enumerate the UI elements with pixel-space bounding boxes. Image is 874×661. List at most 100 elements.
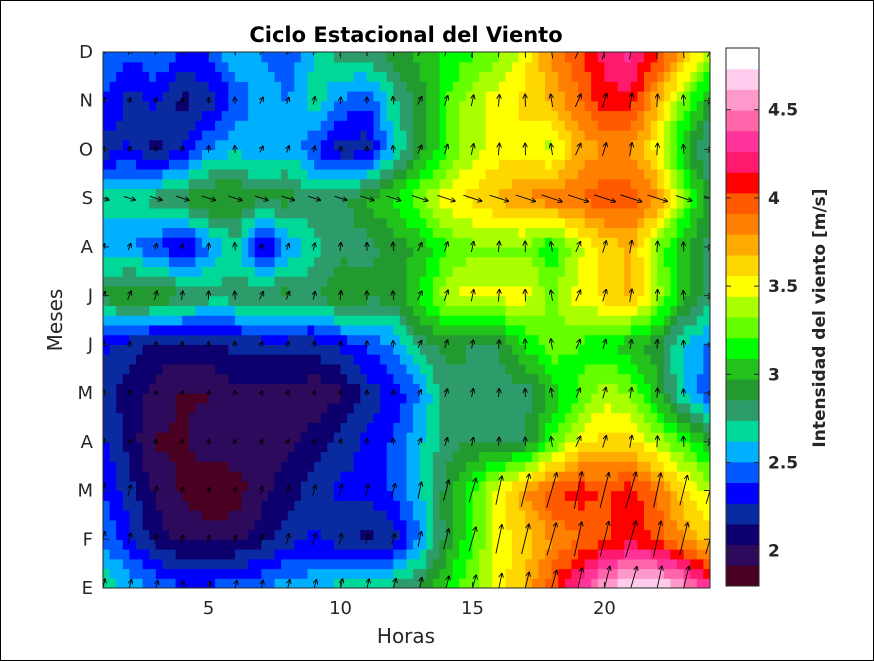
heatmap-cell (122, 354, 130, 365)
heatmap-cell (413, 129, 421, 141)
heatmap-cell (637, 373, 645, 384)
heatmap-cell (168, 129, 177, 141)
heatmap-cell (696, 139, 704, 151)
heatmap-cell (234, 510, 243, 521)
heatmap-cell (663, 168, 672, 180)
heatmap-cell (182, 578, 190, 588)
heatmap-cell (406, 149, 414, 160)
heatmap-cell (201, 52, 210, 63)
heatmap-cell (564, 276, 573, 287)
heatmap-cell (452, 276, 460, 287)
heatmap-cell (657, 558, 665, 570)
heatmap-cell (406, 578, 414, 588)
heatmap-cell (439, 558, 447, 570)
heatmap-cell (109, 568, 117, 579)
heatmap-cell (188, 81, 196, 92)
heatmap-cell (617, 519, 625, 531)
heatmap-cell (135, 159, 144, 170)
heatmap-cell (274, 149, 282, 160)
heatmap-cell (505, 139, 513, 151)
heatmap-cell (690, 500, 698, 511)
heatmap-cell (333, 168, 342, 180)
heatmap-cell (591, 402, 599, 414)
heatmap-cell (617, 441, 625, 453)
heatmap-cell (122, 90, 130, 102)
heatmap-cell (657, 519, 665, 531)
heatmap-cell (241, 451, 249, 462)
heatmap-cell (571, 198, 579, 209)
heatmap-cell (670, 539, 678, 550)
heatmap-cell (254, 159, 262, 170)
heatmap-cell (188, 461, 196, 472)
heatmap-cell (162, 461, 170, 472)
heatmap-cell (241, 90, 249, 102)
heatmap-cell (465, 227, 474, 238)
heatmap-cell (696, 276, 704, 287)
heatmap-cell (465, 90, 474, 102)
heatmap-cell (703, 529, 710, 540)
heatmap-cell (254, 305, 262, 316)
heatmap-cell (182, 100, 190, 112)
heatmap-cell (122, 393, 130, 404)
heatmap-cell (624, 519, 632, 531)
heatmap-cell (578, 285, 586, 297)
heatmap-cell (195, 159, 203, 170)
heatmap-cell (492, 354, 500, 365)
heatmap-cell (307, 256, 315, 267)
heatmap-cell (320, 529, 328, 540)
heatmap-cell (485, 422, 493, 433)
heatmap-cell (545, 480, 553, 492)
heatmap-cell (525, 558, 533, 570)
heatmap-cell (300, 500, 309, 511)
heatmap-cell (617, 305, 625, 316)
heatmap-cell (380, 451, 388, 462)
heatmap-cell (604, 256, 612, 267)
heatmap-cell (122, 480, 130, 492)
heatmap-cell (307, 178, 315, 190)
heatmap-cell (538, 61, 546, 73)
heatmap-cell (683, 149, 691, 160)
heatmap-cell (452, 227, 460, 238)
heatmap-cell (254, 149, 262, 160)
heatmap-cell (274, 558, 282, 570)
heatmap-cell (215, 383, 223, 394)
heatmap-cell (254, 295, 262, 306)
heatmap-cell (650, 129, 658, 141)
heatmap-cell (611, 81, 619, 92)
heatmap-cell (188, 149, 196, 160)
heatmap-cell (380, 168, 388, 180)
heatmap-cell (261, 188, 269, 199)
heatmap-cell (465, 188, 474, 199)
heatmap-cell (677, 129, 685, 141)
heatmap-cell (452, 519, 460, 531)
heatmap-cell (261, 383, 269, 394)
heatmap-cell (182, 198, 190, 209)
heatmap-cell (380, 334, 388, 345)
heatmap-cell (248, 402, 256, 414)
heatmap-cell (677, 266, 685, 277)
heatmap-cell (380, 207, 388, 219)
heatmap-cell (452, 539, 460, 550)
heatmap-cell (300, 393, 309, 404)
heatmap-cell (287, 519, 295, 531)
heatmap-cell (274, 315, 282, 326)
heatmap-cell (327, 354, 335, 365)
heatmap-cell (241, 480, 249, 492)
heatmap-cell (320, 207, 328, 219)
heatmap-cell (432, 81, 441, 92)
heatmap-cell (604, 334, 612, 345)
heatmap-cell (663, 578, 672, 588)
heatmap-cell (116, 412, 124, 423)
heatmap-cell (142, 149, 150, 160)
heatmap-cell (637, 471, 645, 482)
heatmap-cell (657, 500, 665, 511)
heatmap-cell (571, 159, 579, 170)
heatmap-cell (215, 510, 223, 521)
heatmap-cell (327, 432, 335, 443)
heatmap-cell (492, 110, 500, 121)
heatmap-cell (505, 422, 513, 433)
heatmap-cell (162, 373, 170, 384)
heatmap-cell (432, 178, 441, 190)
heatmap-cell (492, 383, 500, 394)
heatmap-cell (630, 519, 639, 531)
